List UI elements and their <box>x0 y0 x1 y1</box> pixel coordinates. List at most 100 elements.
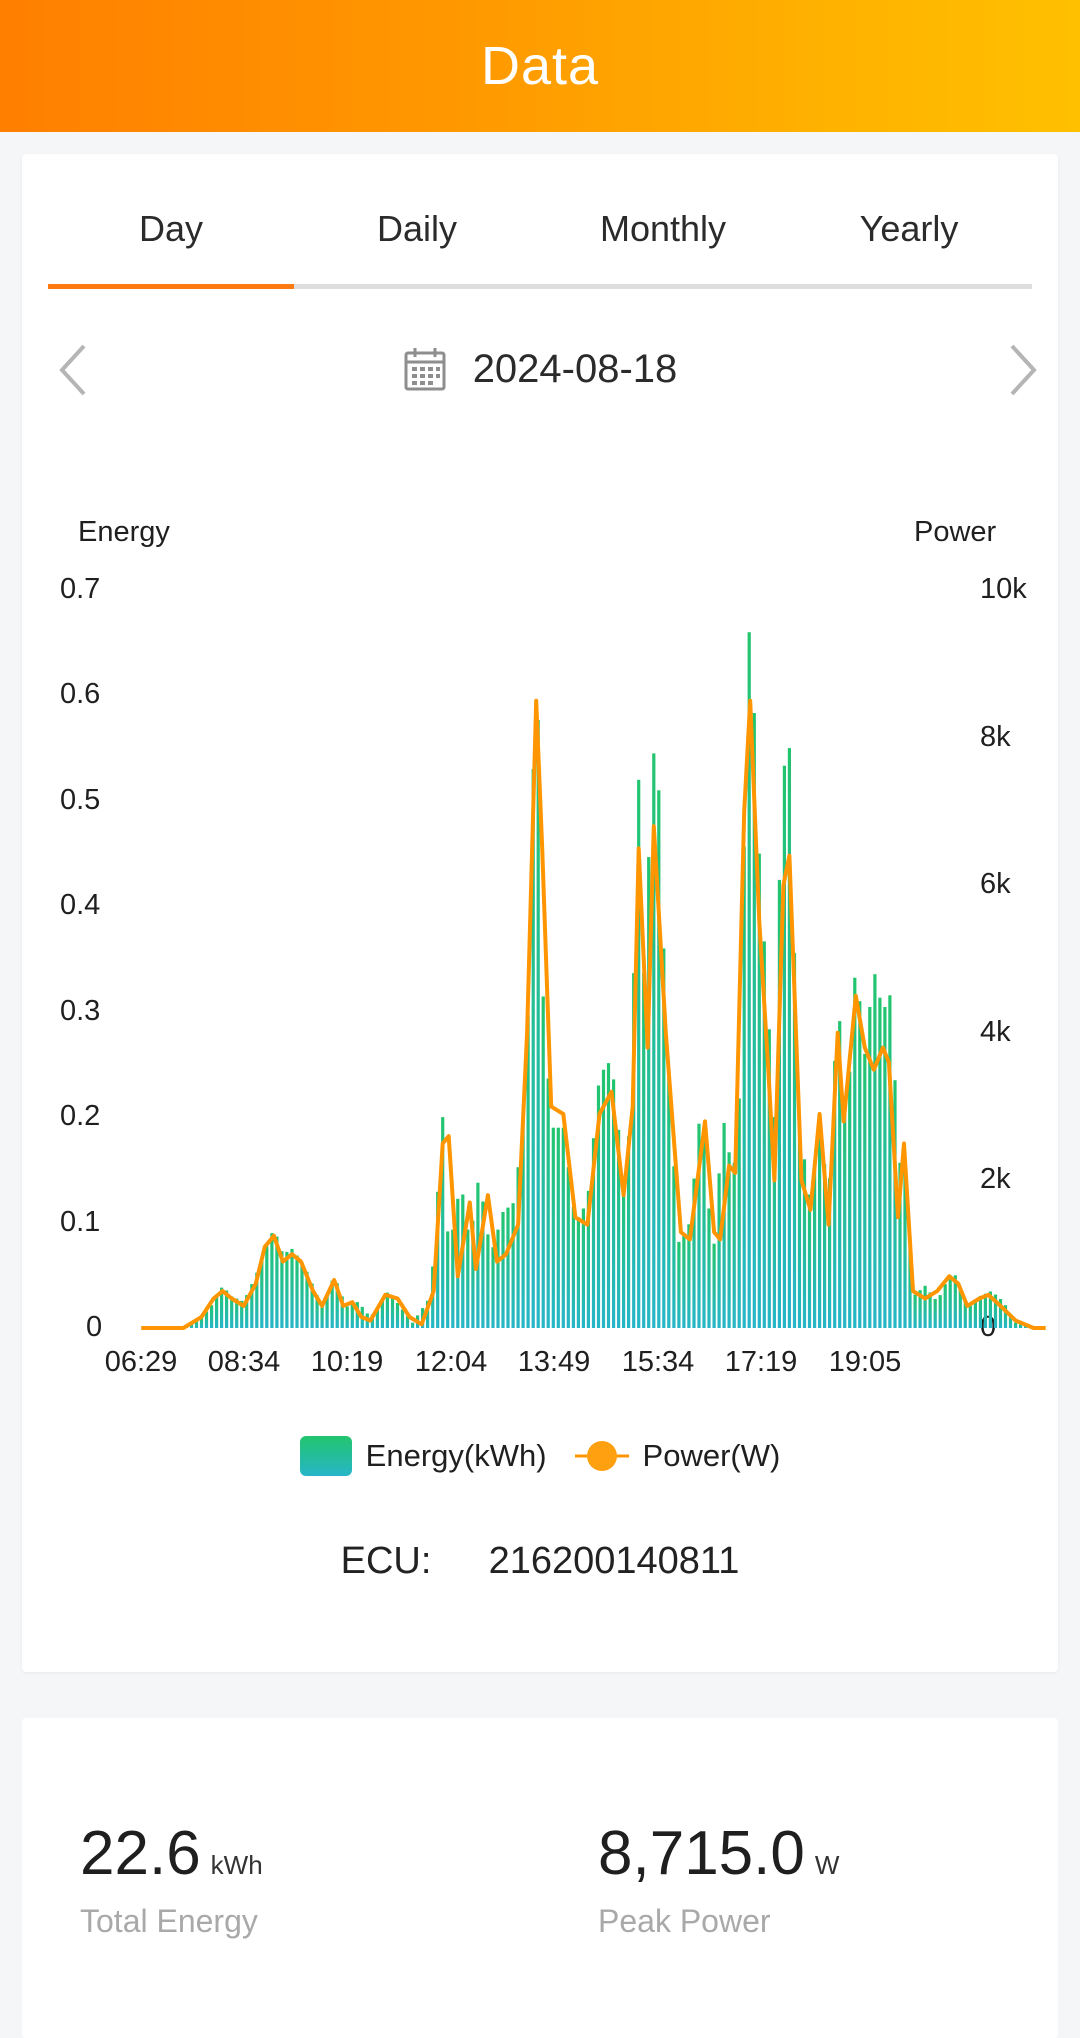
y-left-tick-label: 0.1 <box>60 1205 101 1238</box>
energy-bar <box>511 1203 515 1328</box>
energy-bar <box>305 1271 309 1328</box>
energy-bar <box>712 1243 716 1328</box>
y-left-tick-label: 0.6 <box>60 678 101 711</box>
energy-bar <box>662 948 666 1328</box>
energy-bar <box>255 1272 259 1328</box>
energy-bar <box>913 1294 917 1328</box>
y-left-tick-label: 0 <box>86 1311 103 1343</box>
y-left-tick-label: 0.7 <box>60 573 101 605</box>
energy-bar <box>702 1127 706 1328</box>
y-left-tick-label: 0.4 <box>60 889 101 922</box>
peak-power-value: 8,715.0 <box>598 1819 805 1888</box>
legend-power[interactable]: Power(W) <box>574 1436 781 1476</box>
x-tick-label: 12:04 <box>414 1346 488 1378</box>
energy-bar <box>315 1295 319 1328</box>
energy-bar <box>908 1247 912 1328</box>
tab-daily[interactable]: Daily <box>376 208 457 249</box>
tab-day[interactable]: Day <box>138 208 204 249</box>
energy-bar <box>1003 1305 1008 1328</box>
energy-bar <box>486 1234 490 1328</box>
energy-bar <box>370 1314 374 1328</box>
energy-bar <box>576 1217 580 1328</box>
energy-bar <box>667 1069 671 1328</box>
energy-bar <box>320 1306 324 1328</box>
energy-bar <box>893 1080 897 1328</box>
peak-power-stat: 8,715.0 W Peak Power <box>598 1818 839 1940</box>
active-tab-indicator <box>48 284 294 289</box>
energy-bar <box>189 1323 194 1328</box>
calendar-icon[interactable] <box>403 346 447 392</box>
next-date-button[interactable] <box>992 338 1048 402</box>
energy-bar <box>732 1162 736 1328</box>
energy-bar <box>813 1164 817 1328</box>
total-energy-stat: 22.6 kWh Total Energy <box>80 1818 263 1940</box>
peak-power-unit: W <box>814 1850 840 1880</box>
energy-bar <box>390 1296 395 1328</box>
energy-bar <box>687 1224 691 1328</box>
energy-bar <box>194 1320 199 1328</box>
energy-bar <box>988 1291 992 1328</box>
energy-bar <box>632 973 636 1328</box>
energy-bar <box>873 974 877 1328</box>
energy-bar <box>843 1097 847 1328</box>
energy-bar <box>848 1071 852 1328</box>
energy-bar <box>682 1233 686 1328</box>
energy-bar <box>441 1117 445 1328</box>
energy-bar <box>622 1180 626 1328</box>
energy-bar <box>340 1296 344 1328</box>
ecu-label: ECU: <box>340 1540 432 1582</box>
energy-bar <box>400 1309 405 1328</box>
right-axis-title: Power <box>914 516 997 548</box>
legend-power-label: Power(W) <box>642 1438 781 1473</box>
energy-bar <box>978 1295 982 1328</box>
energy-bar <box>863 1053 867 1328</box>
energy-bar <box>948 1275 952 1328</box>
energy-bar <box>823 1164 827 1328</box>
tab-monthly[interactable]: Monthly <box>599 208 727 249</box>
energy-bar <box>220 1287 224 1328</box>
energy-bar <box>411 1322 415 1328</box>
ecu-id: 216200140811 <box>488 1540 740 1582</box>
energy-bar <box>199 1317 204 1328</box>
selected-date[interactable]: 2024-08-18 <box>472 346 678 391</box>
energy-bar <box>295 1255 299 1328</box>
period-tabs: Day Daily Monthly Yearly <box>48 174 1032 290</box>
y-right-tick-label: 10k <box>980 573 1027 605</box>
energy-bar <box>998 1299 1003 1328</box>
x-tick-label: 19:05 <box>828 1346 902 1378</box>
energy-bar <box>551 1127 555 1328</box>
energy-bar <box>742 846 746 1328</box>
energy-bar <box>737 1098 741 1328</box>
energy-bar <box>586 1190 590 1328</box>
energy-bar <box>571 1206 575 1328</box>
energy-bar <box>270 1233 274 1328</box>
prev-date-button[interactable] <box>48 338 104 402</box>
energy-bar <box>566 1167 570 1328</box>
energy-bar <box>918 1290 922 1328</box>
x-tick-label: 13:49 <box>517 1346 591 1378</box>
energy-bar <box>928 1292 932 1328</box>
energy-bar <box>325 1293 329 1328</box>
energy-bar <box>898 1162 902 1328</box>
energy-bar <box>938 1295 942 1328</box>
legend-energy-swatch <box>299 1436 352 1476</box>
tabs-track <box>48 284 1032 289</box>
energy-bar <box>853 977 857 1328</box>
tab-yearly[interactable]: Yearly <box>859 208 959 249</box>
energy-bar <box>792 953 797 1328</box>
y-left-tick-label: 0.5 <box>60 783 101 816</box>
x-tick-label: 10:19 <box>310 1346 384 1378</box>
legend-energy[interactable]: Energy(kWh) <box>299 1436 547 1476</box>
ecu-info: ECU: 216200140811 <box>0 1540 1080 1583</box>
energy-bar <box>642 973 646 1328</box>
energy-bar <box>802 1159 807 1328</box>
energy-bar <box>446 1231 450 1328</box>
power-series-line <box>141 698 1046 1330</box>
energy-bar <box>260 1259 264 1328</box>
energy-bar <box>606 1063 611 1328</box>
energy-bar <box>521 1110 525 1328</box>
energy-bar <box>697 1123 701 1328</box>
energy-bar <box>436 1191 440 1328</box>
energy-bar <box>466 1229 470 1328</box>
y-left-tick-label: 0.3 <box>60 994 101 1027</box>
